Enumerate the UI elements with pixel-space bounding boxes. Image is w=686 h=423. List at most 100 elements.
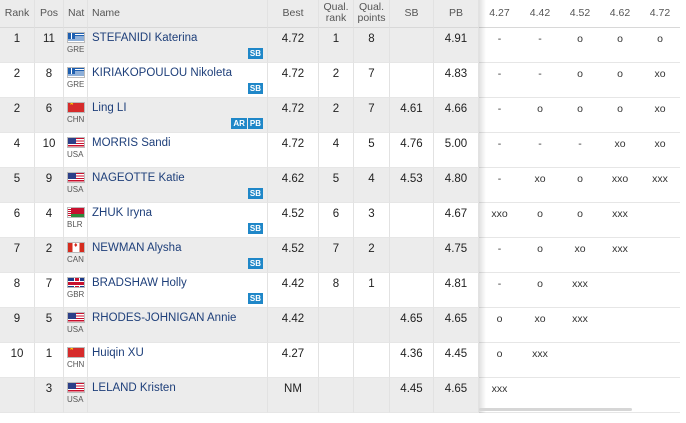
attempt-cell: o <box>479 343 520 378</box>
nat-cell: BLR <box>64 203 88 238</box>
attempt-cell <box>640 308 680 343</box>
best-cell: 4.62 <box>268 168 319 203</box>
nat-cell: USA <box>64 378 88 413</box>
record-badge: SB <box>247 48 263 59</box>
best-cell: 4.42 <box>268 273 319 308</box>
badges: SB <box>247 48 263 59</box>
attempt-cell: o <box>520 98 560 133</box>
athlete-name-link[interactable]: KIRIAKOPOULOU Nikoleta <box>92 67 232 79</box>
nat-cell: CHN <box>64 343 88 378</box>
rank-cell <box>0 378 35 413</box>
attempt-cell <box>600 378 640 413</box>
attempt-cell <box>640 238 680 273</box>
qual-points-cell <box>354 308 390 343</box>
table-row: 3 USA LELAND Kristen NM 4.45 4.65 xxx <box>0 378 686 413</box>
attempt-cell: xxx <box>560 273 600 308</box>
qual-rank-cell <box>319 343 354 378</box>
athlete-name-link[interactable]: Huiqin XU <box>92 347 144 359</box>
nat-code: USA <box>67 150 84 159</box>
pb-cell: 4.81 <box>434 273 479 308</box>
name-cell: KIRIAKOPOULOU Nikoleta SB <box>88 63 268 98</box>
attempt-cell: - <box>479 63 520 98</box>
flag-usa-icon <box>67 172 85 183</box>
flag-china-icon <box>67 347 85 358</box>
attempt-cell: - <box>479 168 520 203</box>
qual-rank-cell: 5 <box>319 168 354 203</box>
pb-cell: 4.80 <box>434 168 479 203</box>
pb-cell: 4.75 <box>434 238 479 273</box>
header-height-label: 4.27 <box>489 7 510 19</box>
athlete-name-link[interactable]: MORRIS Sandi <box>92 137 171 149</box>
qual-rank-cell: 2 <box>319 63 354 98</box>
pos-cell: 5 <box>35 308 64 343</box>
rank-cell: 10 <box>0 343 35 378</box>
athlete-name-link[interactable]: STEFANIDI Katerina <box>92 32 198 44</box>
header-height-label: 4.62 <box>609 7 631 19</box>
athlete-name-link[interactable]: NAGEOTTE Katie <box>92 172 185 184</box>
attempt-cell: - <box>520 133 560 168</box>
attempt-cell: - <box>479 28 520 63</box>
header-qual-rank: Qual. rank <box>319 0 354 28</box>
sb-cell: 4.45 <box>390 378 434 413</box>
qual-points-cell <box>354 343 390 378</box>
nat-code: GRE <box>67 45 85 54</box>
athlete-name-link[interactable]: NEWMAN Alysha <box>92 242 182 254</box>
attempt-cell: xxx <box>479 378 520 413</box>
nat-cell: CHN <box>64 98 88 133</box>
attempt-cell: xo <box>600 133 640 168</box>
pos-cell: 11 <box>35 28 64 63</box>
attempt-cell: - <box>560 133 600 168</box>
attempt-cell <box>560 343 600 378</box>
sb-cell <box>390 238 434 273</box>
pos-cell: 2 <box>35 238 64 273</box>
nat-code: GBR <box>67 290 85 299</box>
athlete-name-link[interactable]: RHODES-JOHNIGAN Annie <box>92 312 237 324</box>
pb-cell: 4.65 <box>434 308 479 343</box>
athlete-name-link[interactable]: ZHUK Iryna <box>92 207 153 219</box>
header-rank: Rank <box>0 0 35 28</box>
nat-cell: USA <box>64 168 88 203</box>
attempt-cell: - <box>479 238 520 273</box>
header-qual-points: Qual. points <box>354 0 390 28</box>
best-cell: 4.72 <box>268 63 319 98</box>
header-best-label: Best <box>282 7 304 19</box>
badges: SB <box>247 258 263 269</box>
qual-rank-cell: 6 <box>319 203 354 238</box>
header-qual-points-line2: points <box>357 12 386 24</box>
header-height: 4.27 <box>479 0 520 28</box>
name-cell: Ling LI AR PB <box>88 98 268 133</box>
pos-cell: 6 <box>35 98 64 133</box>
horizontal-scrollbar[interactable] <box>479 408 632 411</box>
attempt-cell: - <box>479 273 520 308</box>
flag-greece-icon <box>67 32 85 43</box>
athlete-name-link[interactable]: Ling LI <box>92 102 127 114</box>
qual-rank-cell: 4 <box>319 133 354 168</box>
table-row: 9 5 USA RHODES-JOHNIGAN Annie 4.42 4.65 4.65 o x… <box>0 308 686 343</box>
rank-cell: 7 <box>0 238 35 273</box>
attempt-cell <box>640 273 680 308</box>
rank-cell: 6 <box>0 203 35 238</box>
header-best: Best <box>268 0 319 28</box>
attempt-cell <box>520 378 560 413</box>
qual-rank-cell: 2 <box>319 98 354 133</box>
attempt-cell: - <box>520 63 560 98</box>
header-rank-label: Rank <box>4 7 30 19</box>
pb-cell: 4.83 <box>434 63 479 98</box>
attempt-cell <box>640 203 680 238</box>
athlete-name-link[interactable]: LELAND Kristen <box>92 382 176 394</box>
nat-code: USA <box>67 395 84 404</box>
pb-cell: 4.65 <box>434 378 479 413</box>
athlete-name-link[interactable]: BRADSHAW Holly <box>92 277 187 289</box>
table-row: 8 7 GBR BRADSHAW Holly SB 4.42 8 1 4.81- o xxx <box>0 273 686 308</box>
table-row: 5 9 USA NAGEOTTE Katie SB 4.62 5 4 4.53 4.80- xo o x… <box>0 168 686 203</box>
rank-cell: 9 <box>0 308 35 343</box>
attempt-cell: xxx <box>560 308 600 343</box>
attempt-cell <box>640 343 680 378</box>
name-cell: STEFANIDI Katerina SB <box>88 28 268 63</box>
attempt-cell: xo <box>520 168 560 203</box>
badges: SB <box>247 293 263 304</box>
header-height: 4.72 <box>640 0 680 28</box>
attempt-cell: - <box>520 28 560 63</box>
results-table: Rank Pos Nat Name Best Qual. rank Qual. … <box>0 0 686 413</box>
qual-points-cell: 4 <box>354 168 390 203</box>
